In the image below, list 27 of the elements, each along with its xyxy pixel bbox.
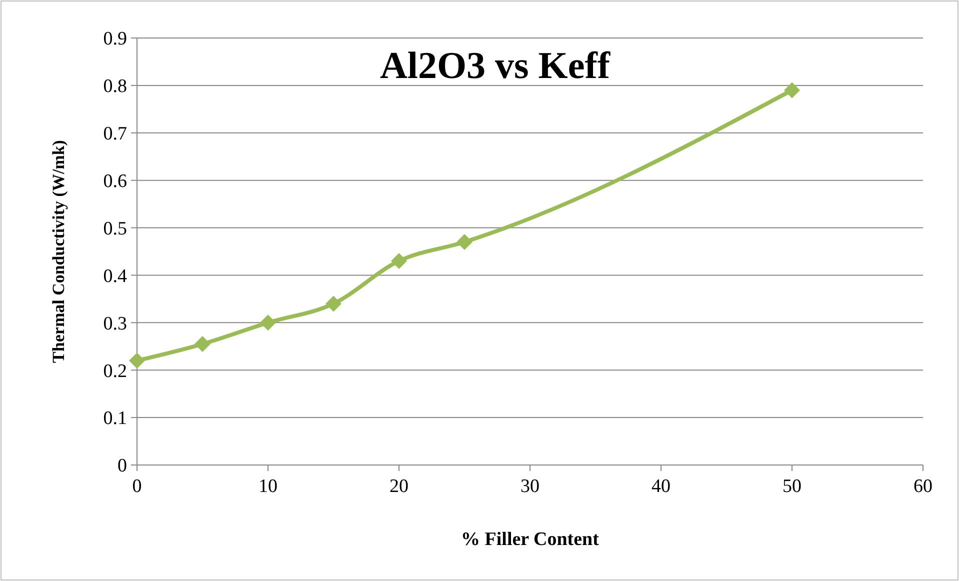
point: [456, 234, 472, 250]
x-tick-label: 60: [914, 476, 932, 497]
y-tick-label: 0.9: [103, 28, 127, 50]
y-tick-label: 0.7: [103, 124, 127, 145]
point: [129, 352, 145, 369]
x-tick-label: 50: [782, 476, 802, 497]
y-tick-label: 0: [118, 456, 127, 477]
x-axis-title: % Filler Content: [461, 529, 600, 550]
y-tick-label: 0.2: [103, 360, 127, 382]
y-tick-label: 0.5: [103, 218, 127, 240]
x-tick-label: 10: [258, 476, 278, 497]
point: [194, 336, 210, 352]
point: [391, 252, 407, 269]
point: [784, 82, 800, 98]
point: [326, 296, 342, 312]
x-tick-label: 20: [390, 476, 408, 497]
x-tick-label: 0: [132, 476, 142, 497]
point: [260, 314, 276, 331]
y-tick-label: 0.4: [103, 266, 128, 287]
y-tick-label: 0.1: [103, 408, 127, 430]
y-tick-label: 0.8: [103, 76, 127, 98]
x-tick-label: 30: [520, 476, 540, 497]
chart-title: Al2O3 vs Keff: [380, 45, 612, 87]
x-tick-label: 40: [652, 476, 670, 497]
y-axis-title: Thermal Conductivity (W/mk): [49, 140, 68, 363]
y-tick-label: 0.3: [103, 313, 127, 334]
y-tick-label: 0.6: [103, 170, 127, 192]
